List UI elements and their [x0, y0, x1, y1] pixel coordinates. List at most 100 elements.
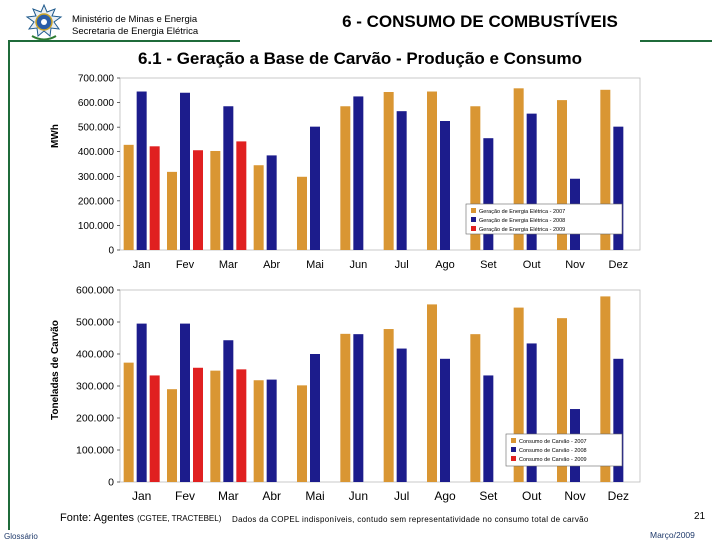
bar-2007-jul: [383, 329, 394, 482]
page-number: 21: [694, 511, 706, 522]
legend-box: [505, 433, 623, 467]
bar-2008-jul: [396, 111, 407, 251]
y-tick-label: 400.000: [78, 147, 115, 158]
bar-2008-jun: [353, 334, 364, 482]
header-rule-right: [640, 40, 712, 42]
y-tick-label: 100.000: [78, 221, 115, 232]
ministry-name: Ministério de Minas e Energia: [72, 14, 198, 25]
bar-2007-abr: [253, 380, 264, 482]
x-category-label: Abr: [262, 489, 281, 503]
x-category-label: Nov: [565, 259, 585, 271]
bar-2008-out: [526, 343, 537, 482]
glossary-link[interactable]: Glossário: [4, 532, 38, 541]
bar-2008-mai: [310, 354, 320, 482]
bar-2009-mar: [236, 369, 247, 482]
x-category-label: Out: [523, 259, 541, 271]
bar-2008-mai: [310, 126, 320, 250]
x-category-label: Dez: [609, 259, 629, 271]
bar-2007-set: [470, 106, 481, 250]
bar-2008-mar: [223, 340, 234, 482]
bar-2007-fev: [167, 389, 177, 482]
source-main: Fonte: Agentes: [60, 512, 134, 524]
legend-label: Consumo de Carvão - 2008: [519, 448, 587, 454]
x-category-label: Mar: [218, 489, 239, 503]
x-category-label: Jul: [394, 489, 409, 503]
legend-label: Geração de Energia Elétrica - 2009: [479, 227, 565, 233]
x-category-label: Fev: [176, 259, 195, 271]
header-rule-left: [8, 40, 240, 42]
chart-legend: Geração de Energia Elétrica - 2007 Geraçã…: [465, 203, 623, 235]
chart1-y-axis-label: MWh: [50, 124, 61, 148]
bar-2008-jan: [136, 91, 147, 250]
bar-2007-jan: [123, 144, 134, 250]
y-tick-label: 700.000: [78, 74, 115, 85]
bar-2007-out: [513, 307, 524, 482]
legend-swatch: [511, 456, 516, 461]
bar-2008-jul: [396, 348, 407, 482]
source-detail: (CGTEE, TRACTEBEL): [137, 514, 222, 523]
bar-2007-ago: [427, 91, 437, 250]
bar-2008-mar: [223, 106, 234, 250]
x-category-label: Abr: [263, 259, 280, 271]
bar-2009-jan: [149, 375, 160, 482]
chart2-y-axis-label: Toneladas de Carvão: [50, 320, 61, 420]
legend-swatch: [511, 447, 516, 452]
x-category-label: Mai: [305, 489, 324, 503]
bar-2007-nov: [557, 318, 567, 482]
legend-swatch: [511, 438, 516, 443]
bar-2007-dez: [600, 296, 611, 482]
bar-2008-dez: [613, 358, 624, 482]
bar-2008-jun: [353, 96, 364, 250]
brazil-coat-of-arms-icon: [24, 3, 64, 44]
y-tick-label: 300.000: [76, 381, 114, 393]
x-category-label: Dez: [608, 489, 629, 503]
bar-2009-fev: [193, 150, 203, 250]
bar-2008-ago: [440, 358, 450, 482]
x-category-label: Jan: [132, 489, 151, 503]
page-title: 6 - CONSUMO DE COMBUSTÍVEIS: [342, 12, 618, 31]
bar-2009-fev: [193, 367, 203, 482]
x-category-label: Set: [480, 259, 497, 271]
bar-2007-jul: [383, 92, 394, 251]
x-category-label: Ago: [435, 259, 455, 271]
legend-swatch: [471, 217, 476, 222]
bar-2007-nov: [557, 100, 567, 250]
x-category-label: Mar: [219, 259, 238, 271]
x-category-label: Fev: [175, 489, 195, 503]
y-tick-label: 0: [108, 477, 114, 489]
bar-2007-out: [513, 88, 524, 250]
y-tick-label: 500.000: [76, 317, 114, 329]
bar-2008-out: [526, 113, 537, 250]
x-category-label: Jul: [395, 259, 409, 271]
legend-box: [465, 203, 623, 235]
left-border-rule: [8, 40, 10, 530]
y-tick-label: 400.000: [76, 349, 114, 361]
x-category-label: Out: [522, 489, 542, 503]
coal-consumption-chart: 0 100.000 200.000 300.000 400.000 500.000 600.…: [76, 285, 641, 503]
legend-label: Consumo de Carvão - 2009: [519, 457, 587, 463]
bar-2007-abr: [253, 165, 264, 250]
bar-2007-mai: [297, 176, 307, 250]
bar-2007-ago: [427, 304, 437, 482]
bar-2007-fev: [167, 171, 177, 250]
bar-2008-ago: [440, 121, 450, 250]
y-tick-label: 200.000: [78, 196, 115, 207]
bar-2007-mai: [297, 385, 307, 482]
legend-swatch: [471, 226, 476, 231]
legend-label: Geração de Energia Elétrica - 2007: [479, 209, 565, 215]
legend-label: Consumo de Carvão - 2007: [519, 439, 587, 445]
x-category-label: Jun: [349, 259, 367, 271]
bar-2009-jan: [149, 146, 160, 250]
bar-2007-set: [470, 334, 481, 482]
bar-2007-mar: [210, 370, 221, 482]
bar-2008-fev: [180, 323, 190, 482]
y-tick-label: 500.000: [78, 123, 115, 134]
generation-chart: 0 100.000 200.000 300.000 400.000 500.000 600.…: [78, 74, 641, 271]
source-note: Fonte: Agentes (CGTEE, TRACTEBEL): [60, 512, 221, 524]
bar-2007-mar: [210, 150, 221, 250]
bar-2008-set: [483, 138, 494, 250]
y-tick-label: 0: [108, 246, 114, 257]
bar-2007-jun: [340, 333, 351, 482]
x-category-label: Ago: [434, 489, 456, 503]
